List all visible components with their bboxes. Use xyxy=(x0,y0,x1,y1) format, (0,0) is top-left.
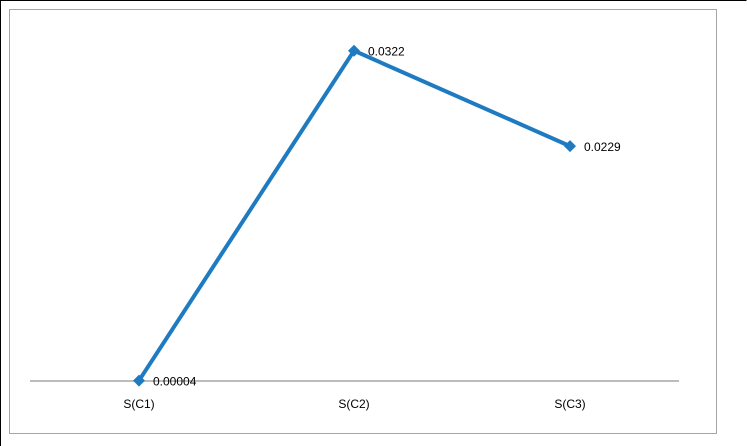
data-point-marker xyxy=(564,140,576,153)
data-point-marker xyxy=(133,374,145,387)
x-tick-label: S(C2) xyxy=(338,397,369,411)
data-label: 0.0229 xyxy=(584,140,621,154)
series-line xyxy=(137,48,572,383)
plot-area xyxy=(9,9,717,434)
data-label: 0.00004 xyxy=(153,375,197,389)
x-tick-label: S(C3) xyxy=(554,397,585,411)
data-label: 0.0322 xyxy=(368,45,405,59)
x-tick-label: S(C1) xyxy=(123,397,154,411)
data-point-marker xyxy=(348,44,360,57)
